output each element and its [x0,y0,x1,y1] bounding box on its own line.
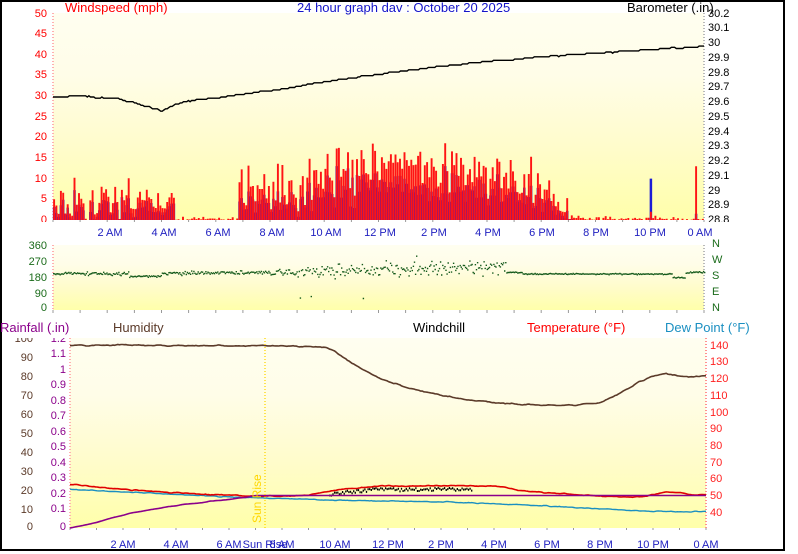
svg-text:10 AM: 10 AM [319,539,350,551]
svg-text:4 PM: 4 PM [481,539,507,551]
svg-text:8 PM: 8 PM [587,539,613,551]
svg-text:0 AM: 0 AM [693,539,718,551]
svg-text:4 AM: 4 AM [163,539,188,551]
svg-text:6 AM: 6 AM [216,539,241,551]
svg-text:6 PM: 6 PM [534,539,560,551]
svg-text:2 AM: 2 AM [110,539,135,551]
svg-text:8 AM: 8 AM [269,539,294,551]
svg-text:2 PM: 2 PM [428,539,454,551]
svg-text:10 PM: 10 PM [637,539,669,551]
svg-text:12 PM: 12 PM [372,539,404,551]
